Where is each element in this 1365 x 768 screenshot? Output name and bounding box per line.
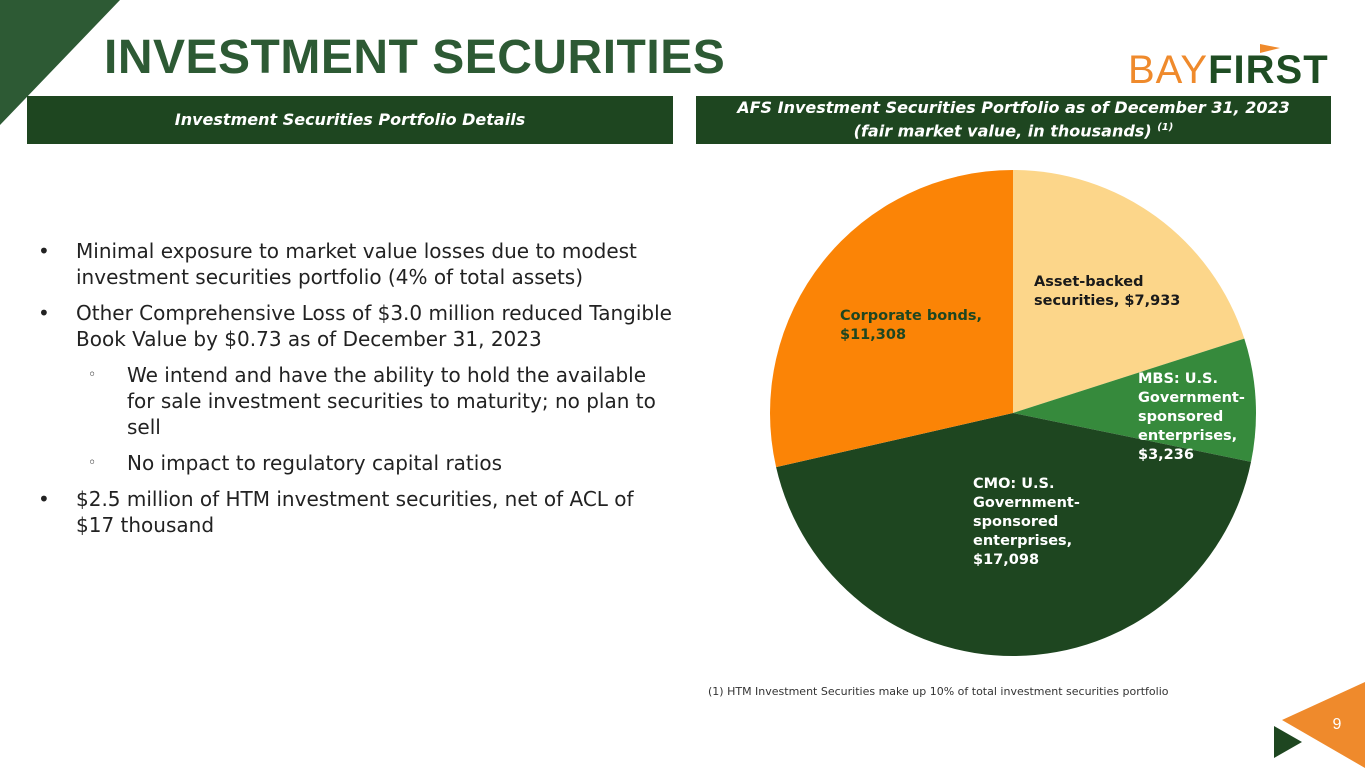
footnote: (1) HTM Investment Securities make up 10… bbox=[708, 685, 1169, 698]
bullet-text: $2.5 million of HTM investment securitie… bbox=[76, 487, 634, 537]
bullet-marker: • bbox=[38, 487, 50, 511]
bullet-marker: • bbox=[38, 239, 50, 263]
page-title: INVESTMENT SECURITIES bbox=[104, 31, 726, 84]
bullet-marker: • bbox=[38, 301, 50, 325]
sub-bullet-marker: ◦ bbox=[88, 367, 97, 383]
sub-bullet-text: No impact to regulatory capital ratios bbox=[127, 451, 502, 475]
afs-portfolio-header-line2: (fair market value, in thousands) bbox=[853, 121, 1152, 141]
corner-triangle-decoration bbox=[0, 0, 120, 125]
bullet-text: Other Comprehensive Loss of $3.0 million… bbox=[76, 301, 672, 351]
bullet-item: • Other Comprehensive Loss of $3.0 milli… bbox=[38, 300, 678, 352]
pie-slice-mbs bbox=[1013, 338, 1256, 462]
corner-decoration bbox=[1274, 682, 1365, 768]
afs-portfolio-pie-chart: Asset-backed securities, $7,933 MBS: U.S. G… bbox=[770, 170, 1256, 657]
pie-label-mbs: MBS: U.S. Government-sponsored enterprises… bbox=[1138, 371, 1245, 463]
pie-label-corporate-bonds: Corporate bonds, $11,308 bbox=[840, 308, 982, 343]
sub-bullet-text: We intend and have the ability to hold t… bbox=[127, 363, 656, 439]
page-number: 9 bbox=[1332, 716, 1342, 733]
pie-label-asset-backed: Asset-backed securities, $7,933 bbox=[1034, 274, 1180, 309]
bullet-text: Minimal exposure to market value losses … bbox=[76, 239, 637, 289]
bullet-item: • Minimal exposure to market value losse… bbox=[38, 238, 678, 290]
pie-label-cmo: CMO: U.S. Government-sponsored enterprises… bbox=[973, 476, 1080, 568]
afs-portfolio-header-line1: AFS Investment Securities Portfolio as o… bbox=[737, 98, 1290, 118]
pie-slice-corporate-bonds bbox=[770, 170, 1013, 468]
flag-icon bbox=[1260, 44, 1280, 53]
logo-text-first: FIRST bbox=[1208, 48, 1329, 92]
details-bullet-list: • Minimal exposure to market value losse… bbox=[38, 238, 678, 548]
sub-bullet-item: ◦ We intend and have the ability to hold… bbox=[38, 362, 678, 440]
portfolio-details-header: Investment Securities Portfolio Details bbox=[27, 96, 673, 144]
afs-portfolio-header: AFS Investment Securities Portfolio as o… bbox=[696, 96, 1331, 144]
afs-portfolio-header-footnote-ref: (1) bbox=[1157, 122, 1174, 134]
bullet-item: • $2.5 million of HTM investment securit… bbox=[38, 486, 678, 538]
pie-slice-asset-backed bbox=[1013, 170, 1245, 413]
portfolio-details-header-text: Investment Securities Portfolio Details bbox=[174, 110, 526, 129]
pie-slice-cmo bbox=[776, 413, 1252, 657]
sub-bullet-item: ◦ No impact to regulatory capital ratios bbox=[38, 450, 678, 476]
bayfirst-logo: BAYFIRST bbox=[1128, 44, 1330, 92]
sub-bullet-marker: ◦ bbox=[88, 455, 97, 471]
logo-text-bay: BAY bbox=[1128, 48, 1209, 92]
